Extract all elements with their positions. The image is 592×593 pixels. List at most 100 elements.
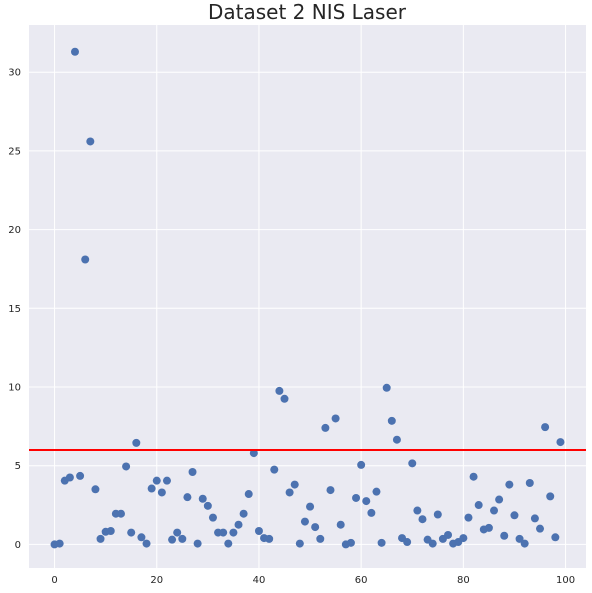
- x-tick-label: 0: [51, 575, 57, 586]
- data-point: [546, 492, 555, 501]
- x-tick-label: 100: [556, 575, 575, 586]
- data-point: [178, 534, 187, 543]
- data-point: [362, 497, 371, 506]
- data-point: [285, 488, 294, 497]
- data-point: [239, 509, 248, 518]
- x-tick-label: 20: [150, 575, 163, 586]
- data-point: [418, 515, 427, 524]
- data-point: [428, 539, 437, 548]
- data-point: [203, 501, 212, 510]
- data-point: [444, 530, 453, 539]
- data-points: [50, 47, 565, 549]
- data-point: [106, 527, 115, 536]
- data-point: [168, 535, 177, 544]
- data-point: [326, 486, 335, 495]
- data-point: [81, 255, 90, 264]
- data-point: [234, 520, 243, 529]
- y-tick-label: 30: [8, 68, 21, 79]
- data-point: [474, 501, 483, 510]
- data-point: [520, 539, 529, 548]
- data-point: [265, 534, 274, 543]
- data-point: [219, 528, 228, 537]
- data-point: [96, 534, 105, 543]
- data-point: [55, 539, 64, 548]
- data-point: [484, 523, 493, 532]
- data-point: [510, 511, 519, 520]
- data-point: [408, 459, 417, 468]
- data-point: [193, 539, 202, 548]
- y-tick-label: 5: [15, 461, 21, 472]
- y-tick-label: 25: [8, 146, 21, 157]
- data-point: [157, 488, 166, 497]
- data-point: [142, 539, 151, 548]
- data-point: [306, 502, 315, 511]
- y-tick-label: 10: [8, 383, 21, 394]
- data-point: [173, 528, 182, 537]
- data-point: [551, 533, 560, 542]
- data-point: [515, 534, 524, 543]
- data-point: [254, 527, 263, 536]
- data-point: [122, 462, 131, 471]
- data-point: [556, 438, 565, 447]
- data-point: [372, 487, 381, 496]
- x-axis-tick-labels: 0 20 40 60 80 100: [51, 575, 575, 586]
- data-point: [300, 517, 309, 526]
- y-tick-label: 15: [8, 304, 21, 315]
- data-point: [132, 438, 141, 447]
- data-point: [336, 520, 345, 529]
- data-point: [459, 534, 468, 543]
- data-point: [295, 539, 304, 548]
- data-point: [367, 508, 376, 517]
- data-point: [536, 524, 545, 533]
- data-point: [290, 480, 299, 489]
- data-point: [541, 423, 550, 432]
- y-tick-label: 20: [8, 225, 21, 236]
- data-point: [377, 538, 386, 547]
- data-point: [382, 383, 391, 392]
- data-point: [530, 514, 539, 523]
- y-axis-tick-labels: 0 5 10 15 20 25 30: [8, 68, 21, 551]
- data-point: [321, 423, 330, 432]
- data-point: [525, 479, 534, 488]
- data-point: [198, 494, 207, 503]
- grid-lines: [29, 25, 586, 568]
- data-point: [183, 493, 192, 502]
- data-point: [229, 528, 238, 537]
- data-point: [127, 528, 136, 537]
- data-point: [392, 435, 401, 444]
- data-point: [91, 485, 100, 494]
- data-point: [500, 531, 509, 540]
- data-point: [65, 473, 74, 482]
- data-point: [70, 47, 79, 56]
- data-point: [280, 394, 289, 403]
- data-point: [208, 513, 217, 522]
- plot-area: [29, 25, 586, 568]
- data-point: [147, 484, 156, 493]
- x-tick-label: 60: [355, 575, 368, 586]
- data-point: [495, 495, 504, 504]
- data-point: [433, 510, 442, 519]
- data-point: [346, 538, 355, 547]
- data-point: [249, 449, 258, 458]
- data-point: [464, 513, 473, 522]
- data-point: [137, 533, 146, 542]
- data-point: [86, 137, 95, 146]
- data-point: [116, 509, 125, 518]
- data-point: [505, 480, 514, 489]
- data-point: [152, 476, 161, 485]
- data-point: [490, 506, 499, 515]
- data-point: [387, 416, 396, 425]
- chart-title: Dataset 2 NIS Laser: [208, 0, 407, 24]
- data-point: [316, 534, 325, 543]
- x-tick-label: 80: [457, 575, 470, 586]
- data-point: [76, 471, 85, 480]
- data-point: [357, 460, 366, 469]
- y-tick-label: 0: [15, 540, 21, 551]
- data-point: [469, 472, 478, 481]
- data-point: [188, 467, 197, 476]
- data-point: [311, 523, 320, 532]
- data-point: [270, 465, 279, 474]
- x-tick-label: 40: [253, 575, 266, 586]
- data-point: [224, 539, 233, 548]
